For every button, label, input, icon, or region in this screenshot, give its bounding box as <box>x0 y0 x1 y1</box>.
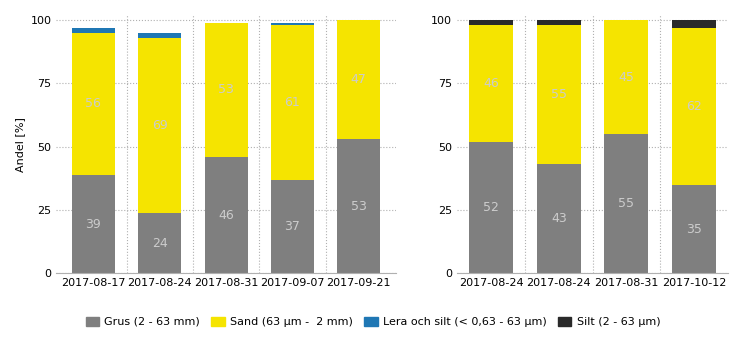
Bar <box>204 23 248 157</box>
Text: 53: 53 <box>351 200 367 213</box>
Bar <box>337 20 380 139</box>
Bar <box>604 20 648 134</box>
Text: 45: 45 <box>618 70 634 84</box>
Bar <box>72 33 115 175</box>
Legend: Grus (2 - 63 mm), Sand (63 μm -  2 mm), Lera och silt (< 0,63 - 63 μm), Silt (2 : Grus (2 - 63 mm), Sand (63 μm - 2 mm), L… <box>81 312 665 332</box>
Text: 24: 24 <box>152 237 168 249</box>
Bar <box>204 157 248 273</box>
Bar <box>469 142 513 273</box>
Bar <box>469 20 513 25</box>
Text: 37: 37 <box>284 220 301 233</box>
Text: 69: 69 <box>152 119 168 132</box>
Bar <box>537 164 581 273</box>
Text: 55: 55 <box>618 197 634 210</box>
Text: 52: 52 <box>483 201 499 214</box>
Bar <box>469 25 513 142</box>
Bar <box>537 20 581 25</box>
Bar <box>271 180 314 273</box>
Bar <box>138 38 181 213</box>
Text: 61: 61 <box>284 96 301 109</box>
Text: 43: 43 <box>551 212 567 225</box>
Bar <box>672 28 716 185</box>
Bar <box>337 139 380 273</box>
Text: 55: 55 <box>551 88 567 101</box>
Bar <box>271 23 314 25</box>
Text: 46: 46 <box>219 209 234 222</box>
Bar <box>138 33 181 38</box>
Bar <box>271 25 314 180</box>
Text: 39: 39 <box>86 217 101 231</box>
Text: 62: 62 <box>686 100 702 113</box>
Text: 35: 35 <box>686 223 702 236</box>
Bar <box>672 185 716 273</box>
Bar <box>72 175 115 273</box>
Y-axis label: Andel [%]: Andel [%] <box>15 117 25 172</box>
Bar <box>72 28 115 33</box>
Text: 47: 47 <box>351 73 367 86</box>
Text: 46: 46 <box>483 77 499 90</box>
Text: 56: 56 <box>86 97 101 110</box>
Bar <box>138 213 181 273</box>
Bar <box>604 134 648 273</box>
Text: 53: 53 <box>218 83 234 96</box>
Bar <box>537 25 581 164</box>
Bar <box>672 20 716 28</box>
